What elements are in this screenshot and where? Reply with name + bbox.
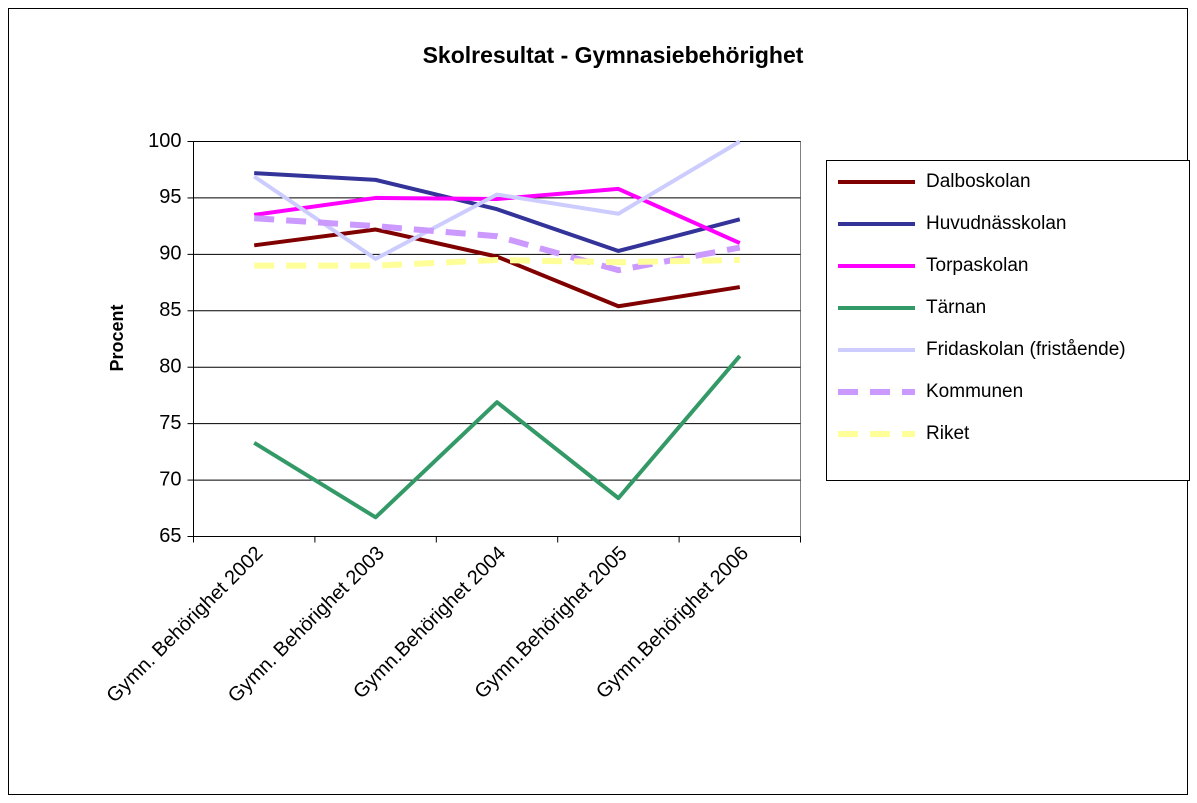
legend-label: Torpaskolan — [926, 255, 1028, 276]
y-axis-label: Procent — [107, 304, 127, 371]
legend-box — [826, 160, 1190, 481]
series-line — [253, 139, 741, 261]
legend-label: Tärnan — [926, 297, 986, 318]
legend-label: Riket — [926, 423, 970, 444]
series-line — [254, 257, 740, 269]
legend-label: Dalboskolan — [926, 171, 1031, 192]
y-tick-label: 65 — [159, 525, 181, 547]
y-tick-label: 85 — [159, 299, 181, 321]
series-line — [253, 227, 741, 309]
legend-label: Kommunen — [926, 381, 1023, 402]
legend-label: Fridaskolan (fristående) — [926, 339, 1126, 360]
y-tick-label: 75 — [159, 412, 181, 434]
y-tick-label: 95 — [159, 186, 181, 208]
chart-title: Skolresultat - Gymnasiebehörighet — [423, 42, 804, 68]
series-line — [254, 171, 741, 253]
series-line — [253, 186, 741, 245]
series-line — [253, 354, 742, 520]
series-line — [254, 215, 741, 274]
y-tick-label: 100 — [148, 130, 181, 152]
legend-label: Huvudnässkolan — [926, 213, 1066, 234]
y-tick-label: 70 — [159, 468, 181, 490]
y-tick-label: 80 — [159, 355, 181, 377]
y-tick-label: 90 — [159, 243, 181, 265]
